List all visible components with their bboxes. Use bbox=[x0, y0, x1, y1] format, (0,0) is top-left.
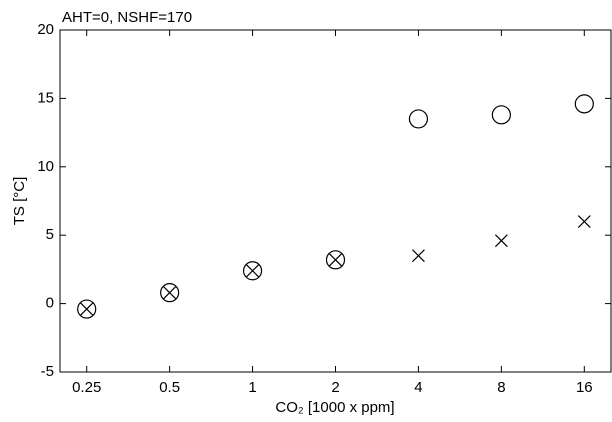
x-tick-label: 16 bbox=[576, 379, 593, 396]
point bbox=[77, 299, 97, 319]
point bbox=[80, 302, 94, 316]
cross-marker bbox=[80, 302, 94, 316]
point bbox=[325, 250, 346, 270]
x-tick-label: 2 bbox=[331, 379, 339, 396]
cross-marker bbox=[577, 215, 591, 228]
y-tick-label: 0 bbox=[46, 295, 54, 312]
x-tick-label: 8 bbox=[497, 379, 505, 396]
x-tick-label: 1 bbox=[248, 379, 256, 396]
point bbox=[412, 249, 425, 263]
point bbox=[163, 286, 177, 300]
chart-title: AHT=0, NSHF=170 bbox=[62, 9, 192, 26]
circle-marker bbox=[574, 94, 594, 114]
cross-marker bbox=[329, 253, 342, 267]
plot-frame bbox=[59, 29, 612, 373]
y-tick-label: 5 bbox=[46, 226, 54, 243]
cross-marker bbox=[494, 234, 508, 248]
y-tick-label: 20 bbox=[37, 21, 54, 38]
cross-marker bbox=[412, 249, 425, 263]
x-tick-label: 4 bbox=[414, 379, 422, 396]
circle-marker bbox=[242, 261, 263, 281]
circle-marker bbox=[77, 299, 97, 319]
cross-marker bbox=[163, 286, 177, 300]
circle-marker bbox=[408, 109, 429, 129]
point bbox=[242, 261, 263, 281]
circle-marker bbox=[160, 283, 180, 303]
point bbox=[494, 234, 508, 248]
x-tick-label: 0.25 bbox=[72, 379, 101, 396]
circle-marker bbox=[491, 105, 511, 125]
circle-marker bbox=[325, 250, 346, 270]
y-axis-label: TS [°C] bbox=[11, 177, 28, 226]
point bbox=[408, 109, 429, 129]
y-tick-label: -5 bbox=[41, 363, 54, 380]
x-tick-label: 0.5 bbox=[159, 379, 180, 396]
point bbox=[160, 283, 180, 303]
cross-marker bbox=[246, 264, 259, 278]
point bbox=[574, 94, 594, 114]
point bbox=[577, 215, 591, 228]
y-tick-label: 10 bbox=[37, 158, 54, 175]
point bbox=[491, 105, 511, 125]
y-tick-label: 15 bbox=[37, 89, 54, 106]
x-axis-label: CO₂ [1000 x ppm] bbox=[275, 399, 394, 416]
point bbox=[329, 253, 342, 267]
point bbox=[246, 264, 259, 278]
